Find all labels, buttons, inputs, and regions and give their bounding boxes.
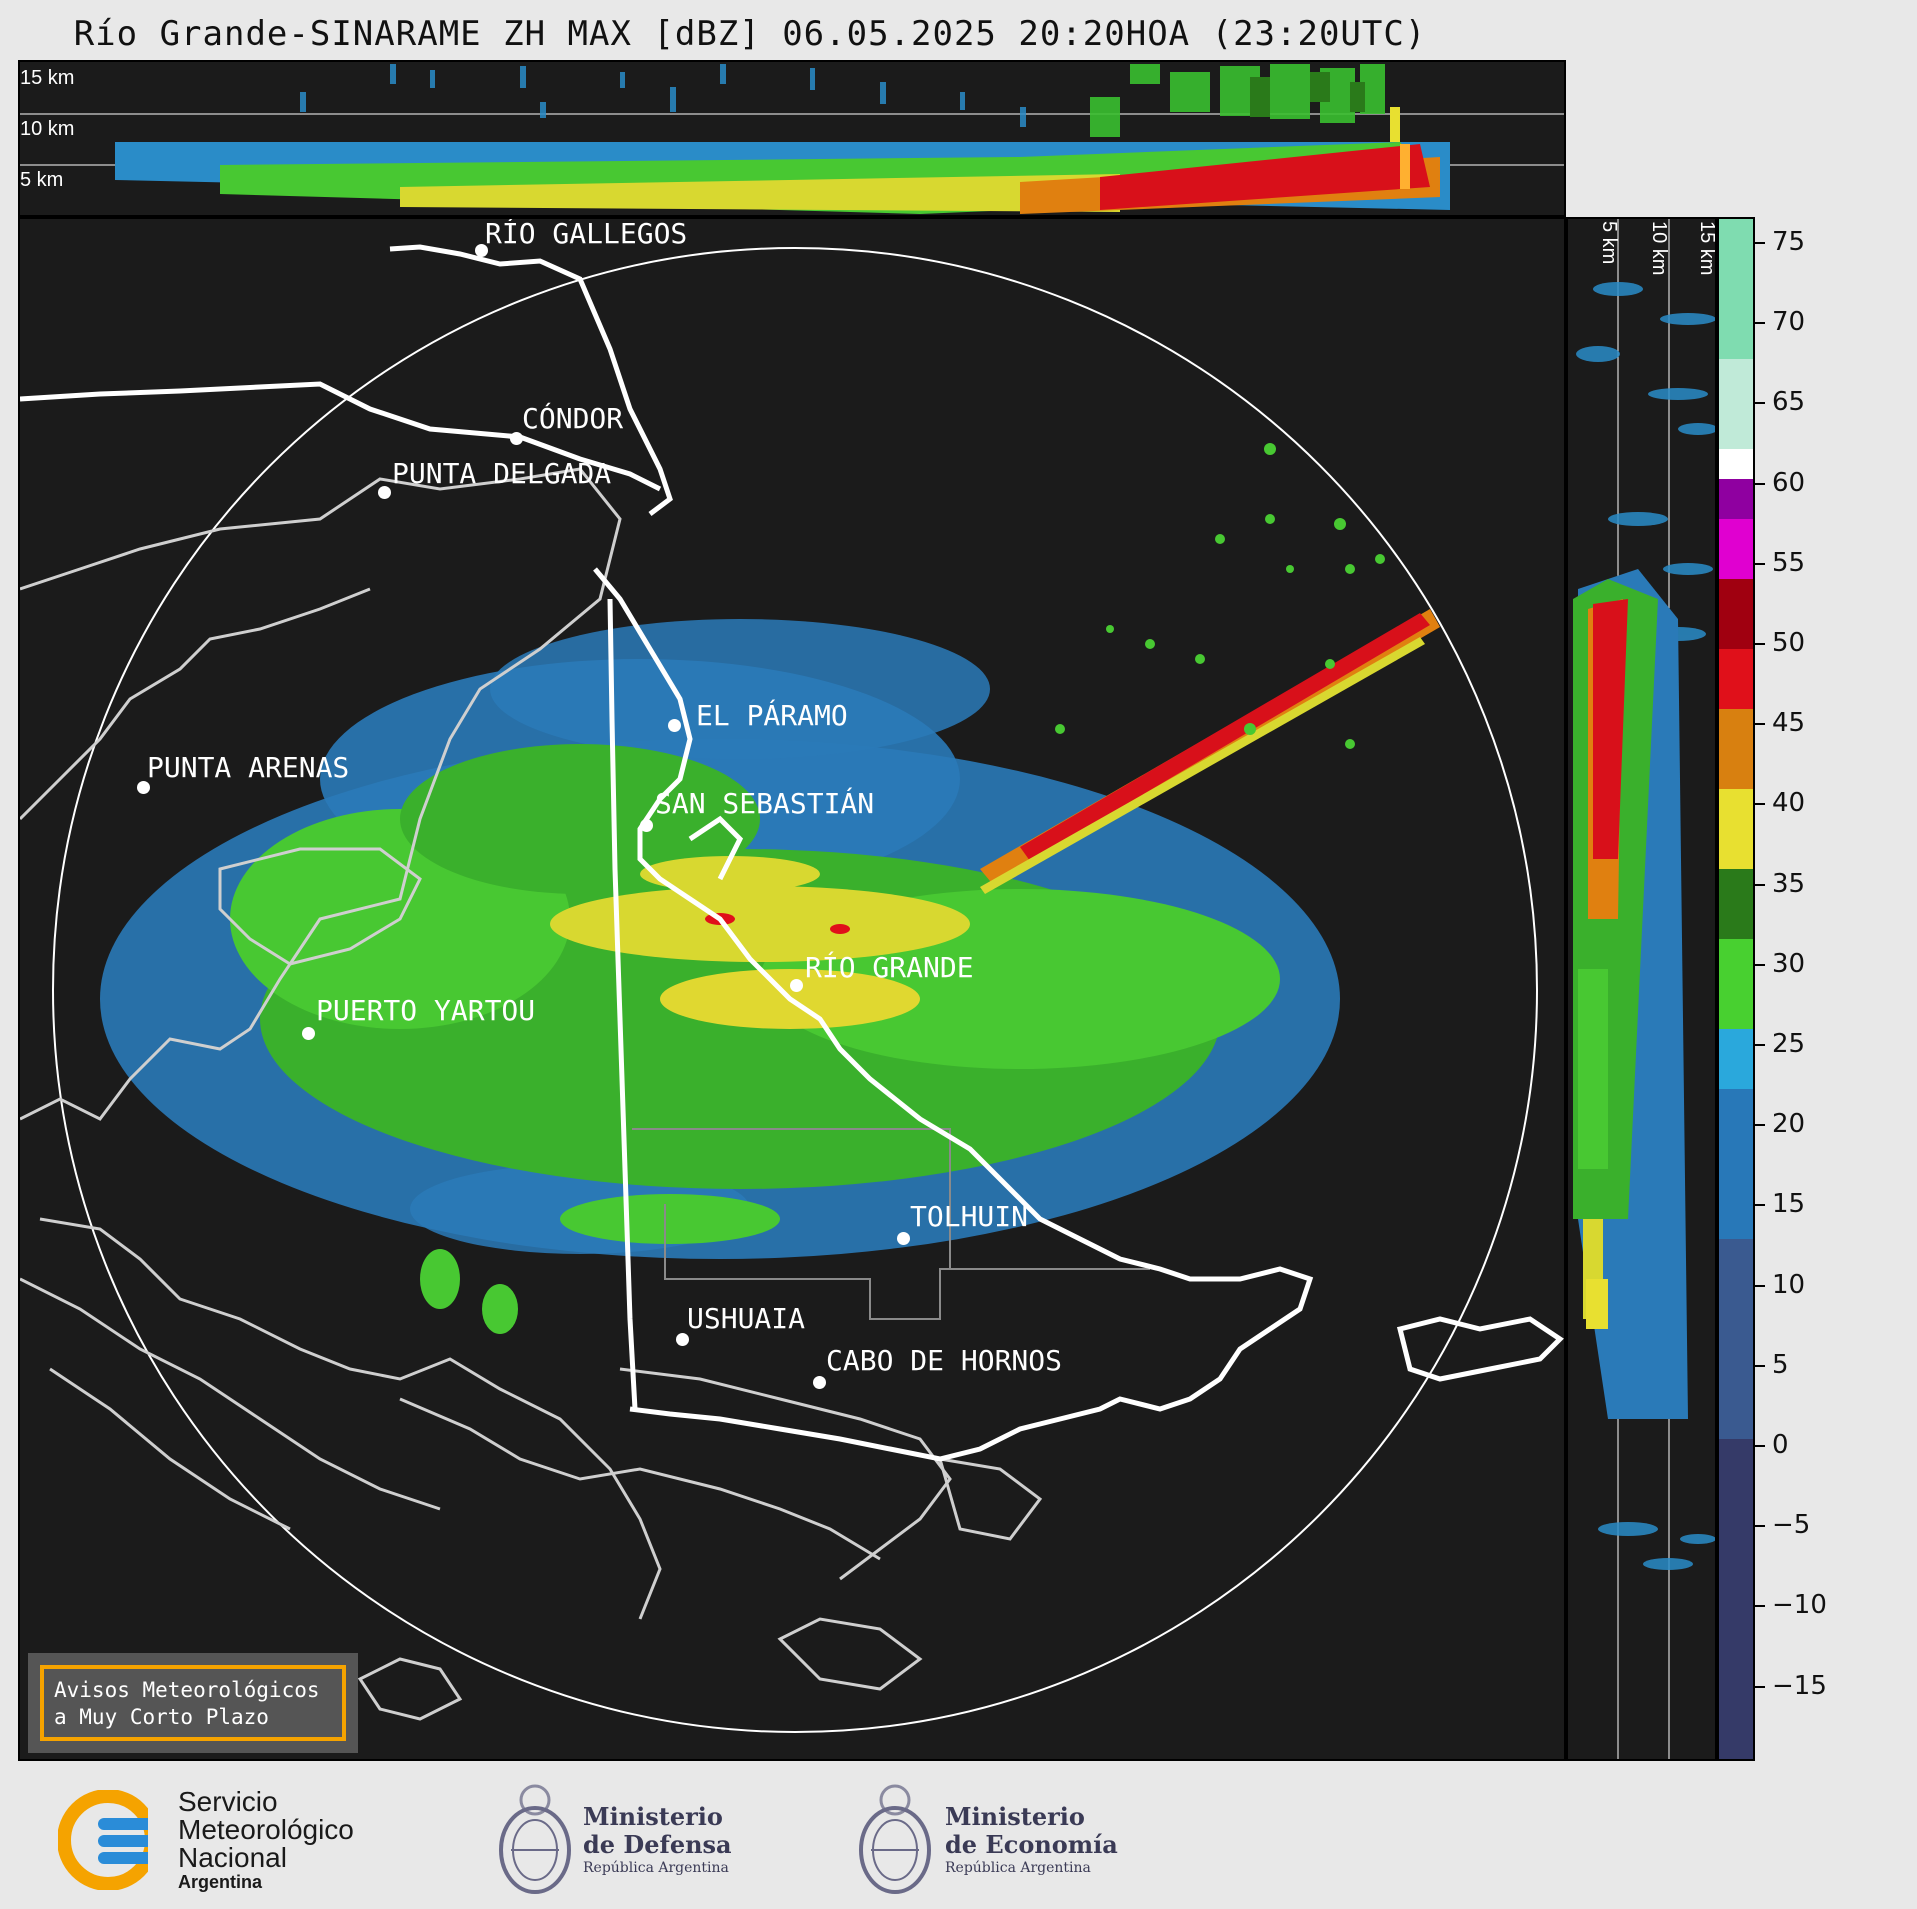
defensa-emblem [495,1775,575,1904]
city-dot-el-paramo [668,719,681,732]
warning-box[interactable]: Avisos Meteorológicos a Muy Corto Plazo [28,1653,358,1753]
side-alt-label-15km: 15 km [1696,221,1717,276]
colorbar-tick-label: 45 [1772,708,1806,739]
economia-emblem [855,1775,935,1904]
radar-echo-layer [100,619,1340,1334]
colorbar-tick-mark [1755,402,1765,405]
defensa-line-3: República Argentina [583,1860,729,1876]
colorbar-tick-mark [1755,1284,1765,1287]
city-dot-rio-gallegos [475,244,488,257]
city-dot-cabo-de-hornos [813,1376,826,1389]
colorbar-tick-label: 20 [1772,1109,1806,1140]
defensa-line-1: Ministerio [583,1802,723,1831]
city-label-san-sebastian: SAN SEBASTIÁN [655,787,875,820]
top-echo-profile [20,64,1564,214]
smn-line-2: Meteorológico [178,1814,354,1845]
city-label-tolhuin: TOLHUIN [910,1200,1029,1233]
economia-line-1: Ministerio [945,1802,1085,1831]
coastline-layer [20,467,1043,1721]
city-dot-condor [510,432,523,445]
colorbar-tick-label: 40 [1772,788,1806,819]
colorbar-tick-label: 65 [1772,387,1806,418]
smn-line-4: Argentina [178,1872,263,1892]
side-cross-section-panel: 5 km 10 km 15 km [1566,217,1717,1761]
colorbar-tick-mark [1755,1525,1765,1528]
colorbar-tick-mark [1755,482,1765,485]
radar-map [20,244,1564,1733]
colorbar-tick-mark [1755,242,1765,244]
colorbar-tick-mark [1755,963,1765,966]
colorbar-tick-label: 35 [1772,868,1806,899]
colorbar-tick-label: −10 [1772,1590,1827,1621]
colorbar-tick-label: 50 [1772,628,1806,658]
chart-title: Río Grande-SINARAME ZH MAX [dBZ] 06.05.2… [73,14,1427,54]
side-echo-profile [1573,219,1715,1759]
city-label-cabo-de-hornos: CABO DE HORNOS [826,1344,1063,1377]
city-label-condor: CÓNDOR [522,402,624,435]
argentina-shield-icon [859,1784,931,1894]
city-label-rio-grande: RÍO GRANDE [805,951,974,984]
warning-line-2: a Muy Corto Plazo [54,1705,269,1729]
colorbar-gradient [1719,219,1753,1759]
alt-label-5km: 5 km [20,169,64,191]
city-dot-rio-grande [790,979,803,992]
side-alt-label-10km: 10 km [1648,221,1670,276]
city-label-el-paramo: EL PÁRAMO [696,699,848,732]
colorbar-tick-mark [1755,1605,1765,1608]
colorbar-tick-mark [1755,322,1765,325]
smn-emblem-icon [57,1789,168,1891]
city-dot-ushuaia [676,1333,689,1346]
colorbar-tick-label: 0 [1772,1430,1789,1460]
colorbar-tick-mark [1755,562,1765,565]
colorbar-tick-mark [1755,1364,1765,1367]
colorbar-tick-mark [1755,803,1765,806]
alt-label-10km: 10 km [20,118,75,140]
city-dot-tolhuin [897,1232,910,1245]
colorbar-tick-mark [1755,1124,1765,1127]
side-alt-label-5km: 5 km [1598,221,1620,265]
economia-line-3: República Argentina [945,1860,1091,1876]
top-cross-section-panel: 15 km 10 km 5 km [18,60,1566,217]
alt-label-15km: 15 km [20,67,75,89]
city-dot-punta-arenas [137,781,150,794]
colorbar-tick-label: 60 [1772,467,1806,498]
colorbar-tick-mark [1755,1445,1765,1447]
city-label-rio-gallegos: RÍO GALLEGOS [485,217,688,250]
city-dot-punta-delgada [378,486,391,499]
colorbar-tick-mark [1755,723,1765,726]
smn-line-1: Servicio [178,1786,278,1817]
argentina-shield-icon [499,1784,571,1894]
colorbar-tick-mark [1755,883,1765,886]
colorbar-tick-label: 75 [1772,227,1806,257]
main-coast-layer [20,244,1564,1462]
colorbar-tick-label: 55 [1772,547,1806,578]
warning-line-1: Avisos Meteorológicos [54,1678,320,1702]
city-label-puerto-yartou: PUERTO YARTOU [316,994,536,1027]
city-dot-puerto-yartou [302,1027,315,1040]
smn-logo [57,1789,168,1894]
defensa-line-2: de Defensa [583,1830,732,1859]
colorbar-tick-mark [1755,1044,1765,1046]
colorbar-tick-label: 25 [1772,1029,1806,1059]
colorbar-tick-label: 15 [1772,1189,1806,1220]
city-label-punta-arenas: PUNTA ARENAS [147,751,350,784]
dbz-colorbar [1717,217,1755,1761]
colorbar-tick-label: −15 [1772,1670,1827,1701]
city-dot-san-sebastian [640,819,653,832]
colorbar-tick-mark [1755,643,1765,645]
warning-box-frame[interactable]: Avisos Meteorológicos a Muy Corto Plazo [40,1665,346,1741]
city-label-punta-delgada: PUNTA DELGADA [392,457,612,490]
colorbar-tick-label: 10 [1772,1269,1806,1300]
colorbar-tick-label: 30 [1772,948,1806,979]
colorbar-tick-mark [1755,1204,1765,1207]
smn-line-3: Nacional [178,1842,287,1873]
economia-line-2: de Economía [945,1830,1118,1859]
colorbar-tick-label: 5 [1772,1349,1789,1380]
colorbar-tick-mark [1755,1685,1765,1688]
city-label-ushuaia: USHUAIA [687,1302,806,1335]
radar-map-panel: RÍO GALLEGOS CÓNDOR PUNTA DELGADA EL PÁR… [18,217,1566,1761]
colorbar-tick-label: −5 [1772,1510,1811,1541]
colorbar-tick-label: 70 [1772,307,1806,338]
